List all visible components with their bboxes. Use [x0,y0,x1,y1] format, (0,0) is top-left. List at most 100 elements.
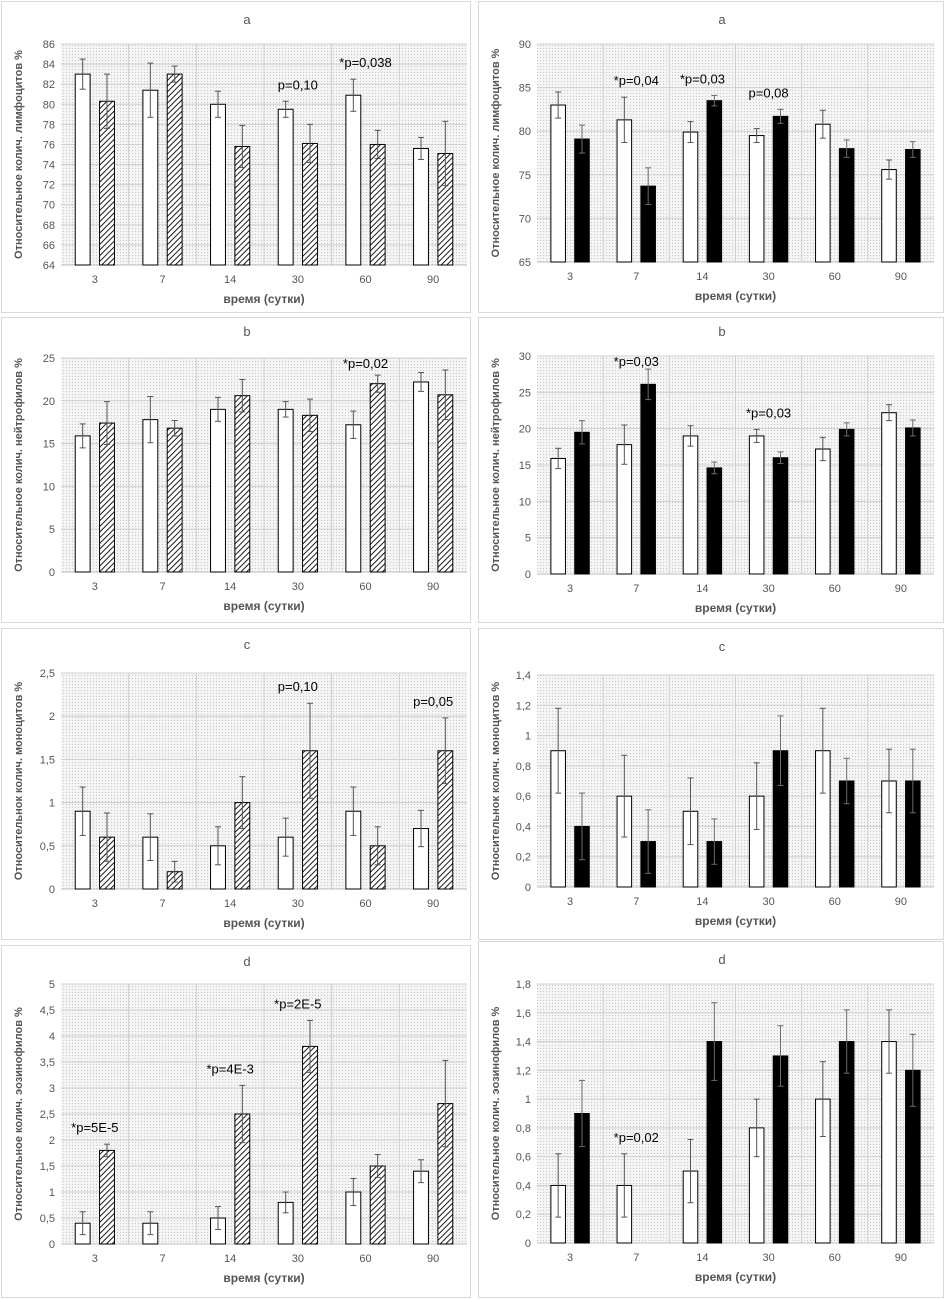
error-bar-treated-30 [306,123,313,164]
x-tick-label: 60 [359,581,371,593]
p-value-annotation: *p=2E-5 [274,996,321,1011]
error-bar-treated-90 [442,717,449,785]
y-tick-label: 1 [525,1094,531,1106]
x-tick-label: 60 [829,583,841,595]
bar-control-60 [815,123,831,263]
error-bar-control-90 [418,809,425,848]
y-tick-label: 82 [43,79,55,91]
error-bar-treated-90 [909,419,916,437]
x-tick-label: 7 [159,274,165,286]
error-bar-control-90 [418,372,425,392]
x-tick-label: 90 [427,898,439,910]
p-value-annotation: *p=0,02 [614,1130,659,1145]
error-bar-treated-60 [374,826,381,866]
p-value-annotation: *p=0,04 [614,73,659,88]
y-tick-label: 74 [43,160,55,172]
x-tick-label: 30 [292,274,304,286]
x-tick-label: 3 [567,1252,573,1264]
bar-treated-3 [574,138,590,263]
x-tick-label: 60 [359,898,371,910]
chart-title: d [718,952,725,967]
error-bar-control-90 [885,1009,892,1074]
y-tick-label: 25 [43,353,55,365]
chart-panel-right-d: d 0 0,2 0,4 0,6 0,8 1 1,2 1,4 1,6 1,8 3 7 14 30 60 90 *p=… [478,941,944,1298]
error-bar-control-30 [753,128,760,144]
error-bar-control-60 [819,109,826,139]
y-axis-title: Относительное колич. эозинофилов % [490,1006,502,1220]
y-tick-label: 0,2 [516,852,531,864]
y-tick-label: 2 [49,1135,55,1147]
error-bar-control-14 [687,121,694,144]
x-tick-label: 3 [567,271,573,283]
error-bar-treated-30 [777,108,784,124]
y-tick-label: 5 [49,979,55,991]
bar-treated-3 [574,431,590,575]
error-bar-treated-90 [909,748,916,814]
error-bar-treated-60 [843,757,850,805]
error-bar-control-7 [147,1211,154,1236]
y-tick-label: 1,4 [516,1037,531,1049]
error-bar-treated-60 [843,1009,850,1074]
error-bar-treated-14 [239,1084,246,1144]
bar-treated-90 [437,394,454,573]
error-bar-treated-30 [777,451,784,465]
error-bar-treated-90 [909,1033,916,1107]
chart-title: a [243,12,251,27]
y-axis-title: Относительнок колич. моноцитов % [490,682,502,881]
error-bar-treated-3 [103,1143,110,1158]
bar-treated-30 [302,414,318,573]
y-tick-label: 15 [519,460,531,472]
x-tick-label: 90 [895,583,907,595]
error-bar-control-30 [753,762,760,830]
bar-control-90 [881,169,897,263]
error-bar-control-60 [350,78,357,112]
error-bar-treated-3 [579,792,586,861]
y-tick-label: 20 [519,424,531,436]
error-bar-control-90 [418,136,425,161]
y-tick-label: 15 [43,439,55,451]
chart-panel-right-b: b 0 5 10 15 20 25 30 3 7 14 30 60 90 *p=0,03 *p=0,03 вре… [478,317,944,623]
chart-title: b [718,324,725,339]
bar-control-14 [210,103,226,266]
chart-svg: d 0 0,5 1 1,5 2 2,5 3 3,5 4 4,5 5 3 7 14 30 60 90 *p=5E-5 *… [13,954,467,1285]
x-tick-label: 30 [762,271,774,283]
error-bar-treated-14 [239,378,246,413]
x-tick-label: 7 [633,271,639,283]
error-bar-treated-60 [843,422,850,437]
y-tick-label: 1,8 [516,979,531,991]
error-bar-control-30 [282,401,289,418]
y-tick-label: 2 [49,711,55,723]
chart-title: d [243,954,250,969]
p-value-annotation: p=0,08 [749,85,789,100]
y-tick-label: 2,5 [40,668,55,680]
error-bar-control-3 [79,1211,86,1236]
x-tick-label: 90 [895,271,907,283]
error-bar-control-60 [819,707,826,794]
error-bar-control-90 [885,159,892,180]
bar-control-14 [682,435,699,575]
x-tick-label: 14 [224,1253,236,1265]
x-tick-label: 90 [895,896,907,908]
chart-panel-left-c: c 0 0,5 1 1,5 2 2,5 3 7 14 30 60 90 p=0,10 p=0,05 время… [1,628,471,940]
y-tick-label: 0,6 [516,1152,531,1164]
x-tick-label: 60 [829,271,841,283]
y-tick-label: 0,4 [516,821,531,833]
x-tick-label: 30 [762,1252,774,1264]
x-axis-title: время (сутки) [223,916,304,930]
bar-control-30 [277,108,294,266]
x-tick-label: 30 [762,583,774,595]
chart-title: c [244,637,251,652]
bar-control-60 [345,94,362,266]
p-value-annotation: p=0,05 [413,694,453,709]
error-bar-treated-7 [171,419,178,437]
bar-treated-30 [772,457,789,575]
y-tick-label: 66 [43,240,55,252]
x-tick-label: 60 [829,896,841,908]
bar-control-3 [550,104,566,263]
y-tick-label: 80 [43,99,55,111]
x-tick-label: 90 [427,1253,439,1265]
error-bar-treated-14 [711,461,718,475]
y-tick-label: 80 [519,126,531,138]
error-bar-treated-7 [645,167,652,205]
x-tick-label: 14 [696,896,708,908]
